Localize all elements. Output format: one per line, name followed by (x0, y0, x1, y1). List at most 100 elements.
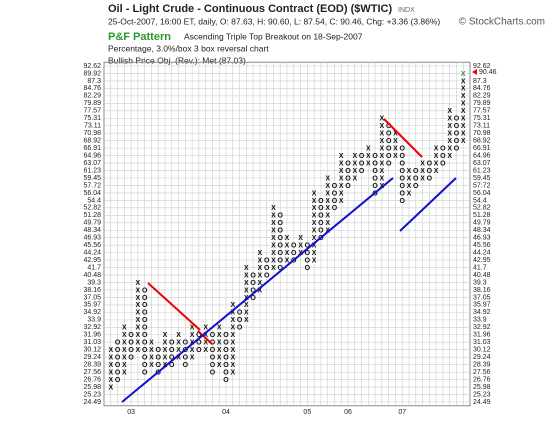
y-tick-label: 44.24 (83, 249, 101, 256)
box-symbol: O (155, 355, 161, 362)
box-symbol: O (142, 295, 148, 302)
y-tick-label: 41.7 (87, 264, 101, 271)
y-tick-label: 40.48 (83, 272, 101, 279)
box-symbol: X (461, 78, 466, 85)
box-symbol: X (217, 347, 222, 354)
box-symbol: X (122, 370, 127, 377)
box-symbol: X (461, 71, 466, 78)
box-symbol: X (434, 153, 439, 160)
resistance-line (147, 282, 201, 331)
box-symbol: X (176, 347, 181, 354)
box-symbol: X (447, 108, 452, 115)
box-symbol: O (277, 213, 283, 220)
box-symbol: X (325, 220, 330, 227)
box-symbol: X (380, 123, 385, 130)
box-symbol: O (372, 153, 378, 160)
box-symbol: X (352, 160, 357, 167)
box-symbol: O (440, 160, 446, 167)
box-symbol: X (203, 332, 208, 339)
box-symbol: X (163, 355, 168, 362)
y-tick-label: 32.92 (83, 324, 101, 331)
box-symbol: X (380, 138, 385, 145)
box-symbol: X (149, 347, 154, 354)
y-tick-label: 51.28 (83, 212, 101, 219)
box-symbol: O (454, 138, 460, 145)
box-symbol: X (122, 347, 127, 354)
y-tick-label-right: 42.95 (473, 257, 491, 264)
box-symbol: X (149, 362, 154, 369)
box-symbol: O (142, 362, 148, 369)
box-symbol: O (250, 295, 256, 302)
box-symbol: X (325, 175, 330, 182)
box-symbol: X (230, 332, 235, 339)
box-symbol: O (264, 272, 270, 279)
settings: Percentage, 3.0%/box 3 box reversal char… (108, 43, 269, 53)
pattern-label: P&F Pattern (108, 31, 171, 43)
box-symbol: X (285, 243, 290, 250)
y-tick-label: 42.95 (83, 257, 101, 264)
y-tick-label: 84.76 (83, 85, 101, 92)
box-symbol: O (142, 340, 148, 347)
box-symbol: X (312, 190, 317, 197)
box-symbol: O (399, 153, 405, 160)
box-symbol: X (271, 265, 276, 272)
box-symbol: O (399, 190, 405, 197)
pf-column: OOO (440, 145, 446, 167)
box-symbol: O (345, 183, 351, 190)
box-symbol: O (345, 175, 351, 182)
box-symbol: O (142, 332, 148, 339)
box-symbol: X (339, 168, 344, 175)
box-symbol: X (380, 116, 385, 123)
y-tick-label-right: 84.76 (473, 85, 491, 92)
y-tick-label: 33.9 (87, 317, 101, 324)
box-symbol: X (325, 205, 330, 212)
y-tick-label-right: 54.4 (473, 197, 487, 204)
box-symbol: O (318, 213, 324, 220)
y-tick-label-right: 44.24 (473, 249, 491, 256)
y-tick-label: 37.05 (83, 294, 101, 301)
box-symbol: O (399, 168, 405, 175)
box-symbol: X (271, 235, 276, 242)
box-symbol: X (461, 93, 466, 100)
y-tick-label-right: 37.05 (473, 294, 491, 301)
box-symbol: X (108, 347, 113, 354)
box-symbol: X (380, 145, 385, 152)
box-symbol: O (413, 175, 419, 182)
box-symbol: O (210, 355, 216, 362)
y-tick-label-right: 92.62 (473, 63, 491, 70)
y-tick-label: 25.23 (83, 391, 101, 398)
y-tick-label: 82.29 (83, 93, 101, 100)
y-tick-label: 68.92 (83, 137, 101, 144)
y-tick-label: 24.49 (83, 399, 101, 406)
y-tick-label: 56.04 (83, 190, 101, 197)
box-symbol: O (399, 175, 405, 182)
box-symbol: O (427, 160, 433, 167)
box-symbol: O (372, 160, 378, 167)
box-symbol: O (372, 168, 378, 175)
box-symbol: X (271, 205, 276, 212)
box-symbol: X (366, 145, 371, 152)
box-symbol: X (407, 168, 412, 175)
box-symbol: X (352, 175, 357, 182)
x-tick-label: 03 (127, 409, 135, 416)
box-symbol: X (163, 340, 168, 347)
box-symbol: O (223, 332, 229, 339)
box-symbol: X (176, 332, 181, 339)
y-tick-label-right: 70.98 (473, 130, 491, 137)
box-symbol: O (264, 257, 270, 264)
box-symbol: X (447, 138, 452, 145)
box-symbol: O (332, 205, 338, 212)
box-symbol: O (277, 228, 283, 235)
box-symbol: O (128, 340, 134, 347)
box-symbol: X (122, 332, 127, 339)
y-tick-label-right: 82.29 (473, 93, 491, 100)
